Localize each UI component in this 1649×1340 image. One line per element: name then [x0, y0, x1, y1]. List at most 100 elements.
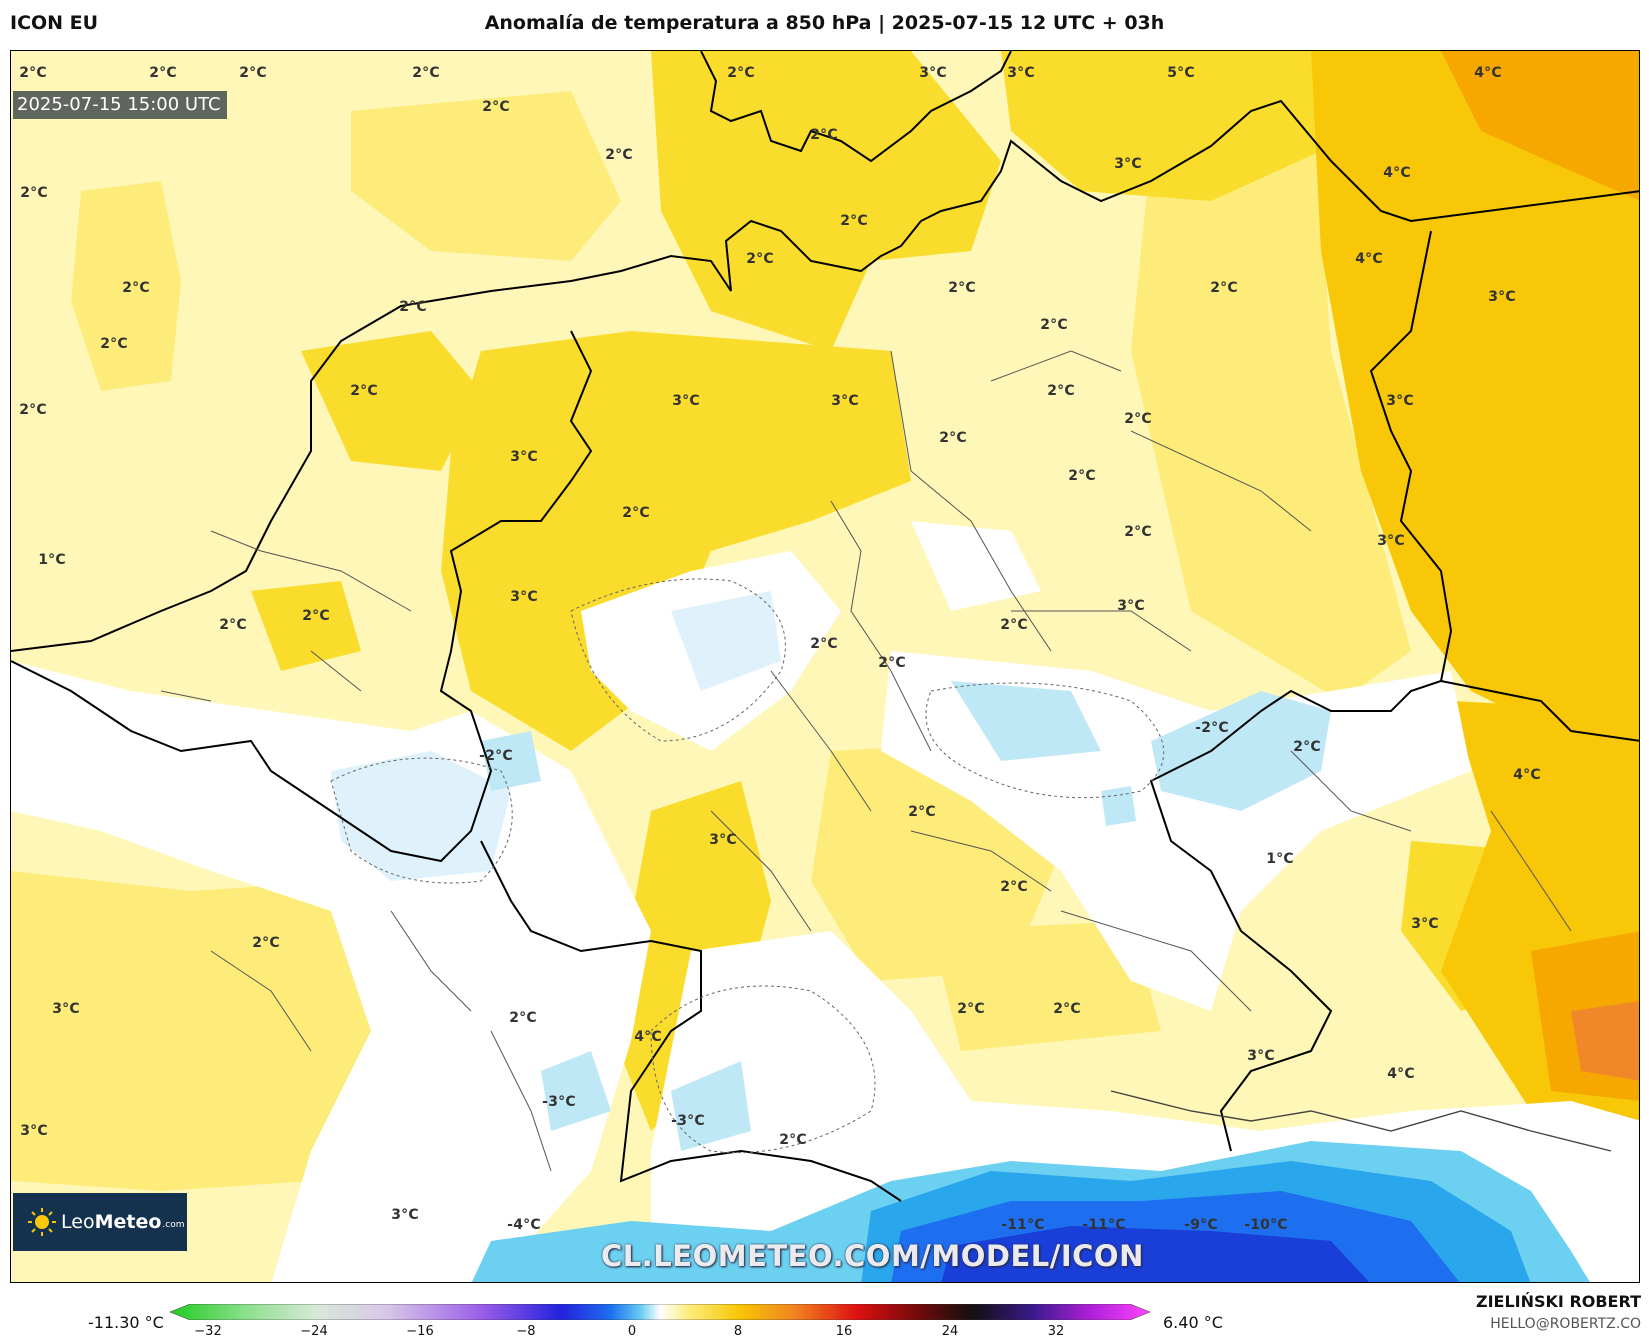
temperature-label: 2°C — [810, 127, 838, 143]
model-name: ICON EU — [10, 12, 99, 34]
temperature-label: 2°C — [1053, 1001, 1081, 1017]
contour-line — [650, 985, 876, 1154]
temperature-label: 2°C — [957, 1001, 985, 1017]
colorbar-min-label: -11.30 °C — [88, 1313, 164, 1332]
country-border — [11, 330, 593, 863]
temperature-label: 3°C — [1114, 156, 1142, 172]
temperature-label: 2°C — [19, 65, 47, 81]
temperature-label: 3°C — [709, 832, 737, 848]
coastline — [11, 99, 1639, 652]
anomaly-area — [441, 331, 911, 751]
colorbar — [170, 1304, 1150, 1320]
temperature-label: -2°C — [479, 748, 513, 764]
anomaly-area — [71, 181, 181, 391]
temperature-label: 3°C — [20, 1123, 48, 1139]
anomaly-area — [301, 331, 481, 471]
country-border — [480, 840, 902, 1202]
temperature-label: 4°C — [1387, 1066, 1415, 1082]
temperature-label: 2°C — [878, 655, 906, 671]
temperature-label: -2°C — [1195, 720, 1229, 736]
region-border — [160, 350, 1572, 1172]
temperature-label: 3°C — [919, 65, 947, 81]
anomaly-area — [1001, 51, 1321, 201]
colorbar-tick-label: 32 — [1047, 1324, 1065, 1339]
temperature-label: 2°C — [727, 65, 755, 81]
temperature-label: 3°C — [1386, 393, 1414, 409]
anomaly-area — [1441, 51, 1639, 201]
temperature-label: 2°C — [1124, 411, 1152, 427]
author-email[interactable]: HELLO@ROBERTZ.CO — [1490, 1316, 1641, 1332]
temperature-label: 2°C — [122, 280, 150, 296]
temperature-label: 2°C — [1000, 879, 1028, 895]
logo-text: LeoMeteo — [61, 1211, 162, 1233]
temperature-label: 2°C — [622, 505, 650, 521]
watermark-url: CL.LEOMETEO.COM/MODEL/ICON — [601, 1239, 1144, 1273]
temperature-label: 2°C — [939, 430, 967, 446]
temperature-label: -10°C — [1244, 1217, 1288, 1233]
temperature-anomaly-map: 2°C 2°C 2°C 2°C 2°C 3°C 3°C 5°C 4°C 2°C 2°C 2°C 3°C 4… — [10, 50, 1640, 1283]
temperature-label: 2°C — [810, 636, 838, 652]
valid-time-badge: 2025-07-15 15:00 UTC — [13, 91, 227, 119]
anomaly-area — [1571, 1001, 1639, 1081]
anomaly-area — [941, 1226, 1370, 1282]
temperature-label: 5°C — [1167, 65, 1195, 81]
temperature-label: 2°C — [908, 804, 936, 820]
temperature-label: 2°C — [482, 99, 510, 115]
country-border — [1440, 680, 1639, 742]
temperature-label: 3°C — [391, 1207, 419, 1223]
temperature-label: 2°C — [1293, 739, 1321, 755]
anomaly-area — [1131, 51, 1411, 701]
temperature-label: 3°C — [510, 449, 538, 465]
anomaly-area — [1101, 786, 1136, 826]
temperature-label: 4°C — [1513, 767, 1541, 783]
temperature-label: 2°C — [252, 935, 280, 951]
logo-domain: .com — [162, 1220, 185, 1230]
temperature-label: 2°C — [20, 185, 48, 201]
author-name: ZIELIŃSKI ROBERT — [1475, 1292, 1641, 1311]
anomaly-area — [911, 521, 1041, 611]
temperature-label: 2°C — [1068, 468, 1096, 484]
anomaly-area — [671, 591, 781, 691]
temperature-label: 2°C — [350, 383, 378, 399]
temperature-label: 3°C — [1411, 916, 1439, 932]
temperature-label: 4°C — [1355, 251, 1383, 267]
temperature-label: 2°C — [1040, 317, 1068, 333]
temperature-label: 2°C — [412, 65, 440, 81]
temperature-label: -3°C — [542, 1094, 576, 1110]
anomaly-area — [951, 681, 1101, 761]
temperature-label: 2°C — [1000, 617, 1028, 633]
leometeo-logo[interactable]: LeoMeteo .com — [13, 1193, 187, 1251]
temperature-label: 2°C — [509, 1010, 537, 1026]
contour-line — [330, 757, 513, 884]
temperature-label: 3°C — [1488, 289, 1516, 305]
anomaly-area — [331, 751, 511, 881]
anomaly-area — [1151, 691, 1331, 811]
temperature-label: 2°C — [399, 299, 427, 315]
temperature-label: 3°C — [1377, 533, 1405, 549]
temperature-label: 3°C — [831, 393, 859, 409]
anomaly-field — [11, 51, 1639, 1282]
sun-icon — [28, 1208, 56, 1236]
temperature-label: 2°C — [1124, 524, 1152, 540]
contour-line — [570, 578, 786, 742]
anomaly-area — [11, 871, 391, 1191]
temperature-label: 1°C — [1266, 851, 1294, 867]
anomaly-area — [251, 581, 361, 671]
temperature-label: 2°C — [840, 213, 868, 229]
temperature-label: 2°C — [605, 147, 633, 163]
temperature-label: 2°C — [746, 251, 774, 267]
anomaly-area — [651, 51, 1001, 351]
coastline — [700, 51, 1012, 163]
temperature-label: -9°C — [1184, 1217, 1218, 1233]
temperature-label: 2°C — [1210, 280, 1238, 296]
country-border — [1110, 1090, 1612, 1152]
colorbar-tick-label: 8 — [733, 1324, 743, 1339]
temperature-label: 2°C — [19, 402, 47, 418]
temperature-label: 3°C — [510, 589, 538, 605]
temperature-label: 2°C — [779, 1132, 807, 1148]
temperature-label: -4°C — [507, 1217, 541, 1233]
temperature-label: -11°C — [1082, 1217, 1126, 1233]
colorbar-tick-label: −16 — [406, 1324, 434, 1339]
country-border — [1149, 230, 1453, 1152]
anomaly-area — [481, 731, 541, 791]
